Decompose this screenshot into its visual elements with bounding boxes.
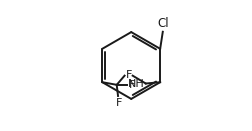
Text: F: F [129,80,135,90]
Text: NH: NH [128,79,145,89]
Text: Cl: Cl [157,17,169,30]
Text: F: F [115,98,122,108]
Text: F: F [126,70,132,80]
